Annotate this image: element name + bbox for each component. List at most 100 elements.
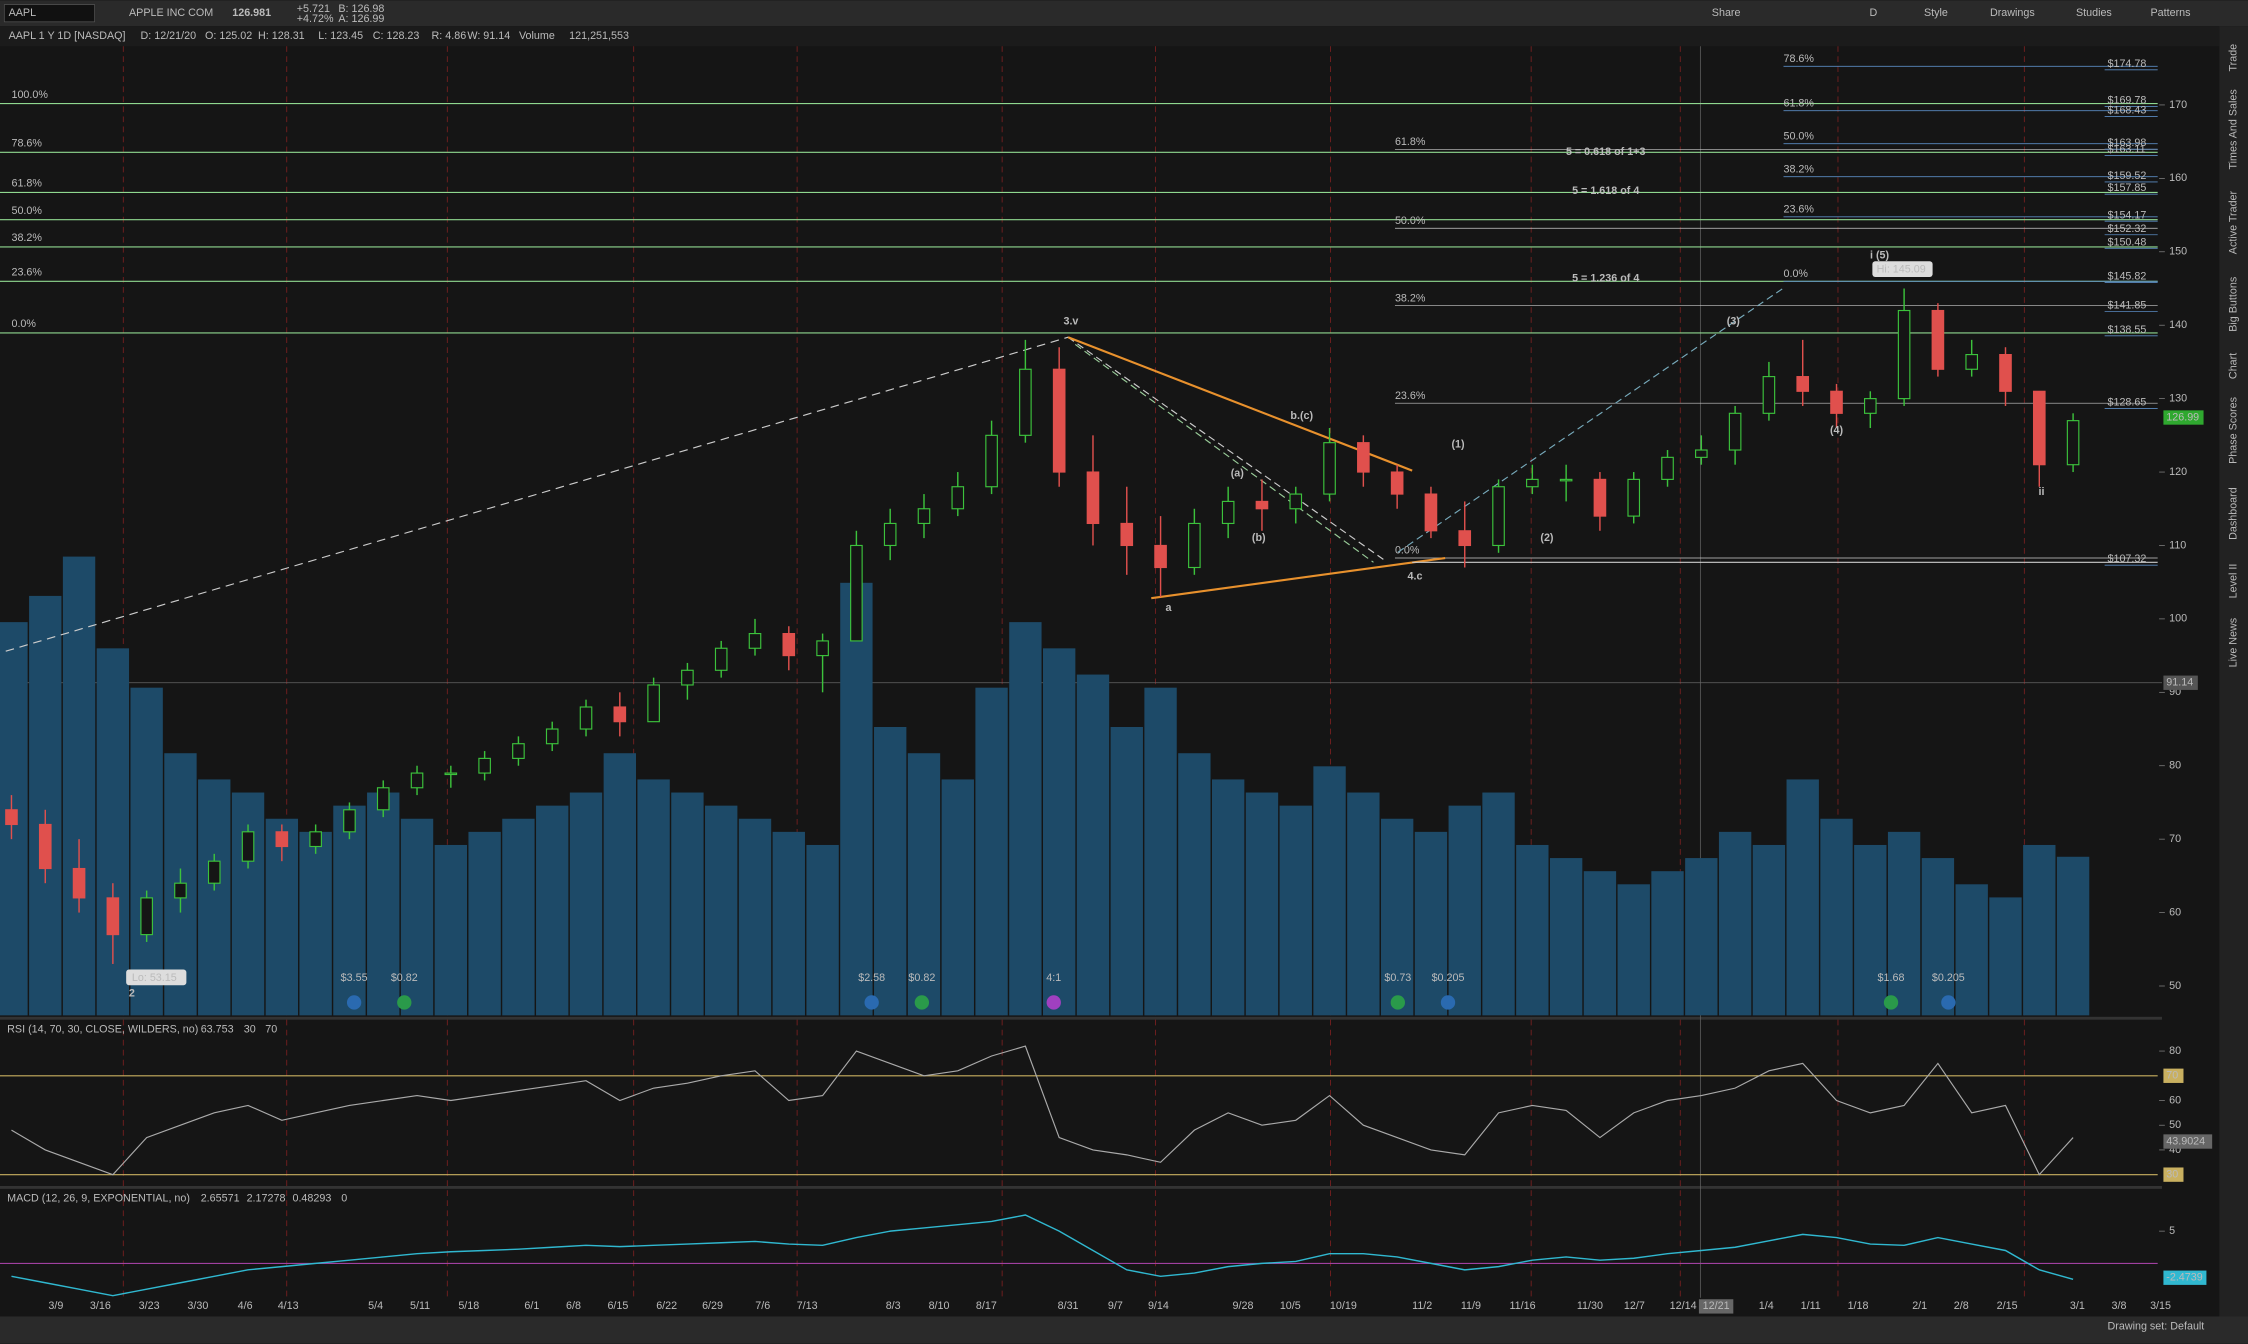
price-level-label: $107.32 [2108, 553, 2147, 565]
side-tab[interactable]: Level II [2228, 564, 2240, 599]
volume-bar [1989, 897, 2022, 1016]
price-level-label: $150.48 [2108, 236, 2147, 248]
trendline [1074, 343, 1374, 563]
event-icon[interactable] [346, 995, 362, 1010]
event-icon[interactable] [1046, 995, 1061, 1010]
side-tab[interactable]: Phase Scores [2228, 397, 2240, 464]
volume-bar [1279, 805, 1312, 1016]
x-tick-label: 10/5 [1280, 1300, 1301, 1312]
x-tick-label: 8/10 [929, 1300, 950, 1312]
fib-label: 78.6% [11, 138, 42, 150]
candle-body [850, 544, 863, 642]
y-tick-label: 150 [2169, 246, 2187, 258]
x-tick-label: 8/17 [976, 1300, 997, 1312]
event-icon[interactable] [1883, 995, 1899, 1010]
candle-body [782, 632, 796, 657]
divider [0, 1016, 2162, 1020]
volume-bar [1921, 858, 1955, 1016]
toolbar-button[interactable]: Patterns [2151, 7, 2191, 19]
side-tab[interactable]: Chart [2228, 353, 2240, 379]
macd-field: 2.65571 [201, 1193, 240, 1205]
fib-label: 61.8% [11, 178, 42, 190]
wave-label: (1) [1451, 439, 1465, 451]
fib-label: 38.2% [1783, 163, 1814, 175]
candle-body [2066, 420, 2080, 466]
x-tick-label: 11/2 [1412, 1300, 1432, 1312]
event-icon[interactable] [864, 995, 879, 1010]
volume-bar [1820, 818, 1853, 1016]
event-icon[interactable] [1440, 995, 1456, 1010]
fib-label: 23.6% [11, 267, 42, 279]
event-icon[interactable] [1941, 995, 1956, 1010]
x-tick-label: 2/8 [1954, 1300, 1969, 1312]
volume-bar [1549, 858, 1583, 1016]
candle-body [5, 809, 18, 826]
volume-bar [1651, 871, 1684, 1016]
y-tick-label: 50 [2169, 1119, 2181, 1131]
fib-label: 23.6% [1395, 390, 1426, 402]
candle-body [1458, 530, 1472, 547]
volume-bar [1516, 844, 1549, 1016]
candle-body [410, 772, 424, 789]
volume-bar [29, 595, 62, 1016]
fib-label: 50.0% [1395, 215, 1426, 227]
candle-body [1492, 486, 1505, 547]
x-tick-label: 6/22 [656, 1300, 677, 1312]
price-level-label: $174.78 [2108, 58, 2147, 70]
candle-body [1424, 493, 1438, 532]
band-tag [2163, 1068, 2184, 1083]
toolbar-button[interactable]: D [1870, 7, 1878, 19]
side-tab[interactable]: Trade [2228, 44, 2240, 72]
fib-label: 50.0% [1783, 130, 1814, 142]
symbol-box[interactable] [3, 4, 95, 23]
x-tick-label: 12/7 [1624, 1300, 1645, 1312]
event-icon[interactable] [914, 995, 930, 1010]
toolbar-button[interactable]: Style [1924, 7, 1948, 19]
x-tick-label: 11/16 [1510, 1300, 1536, 1312]
toolbar-button[interactable]: Share [1712, 7, 1741, 19]
x-tick-label: 7/6 [755, 1300, 770, 1312]
candle-body [1323, 442, 1336, 495]
trendline [5, 336, 1069, 652]
y-tick-label: 90 [2169, 686, 2181, 698]
price-level-label: $169.78 [2108, 95, 2147, 107]
fib-label: 0.0% [1783, 268, 1808, 280]
event-icon[interactable] [397, 995, 412, 1010]
candle-body [444, 772, 458, 776]
macd-field: 0.48293 [292, 1193, 331, 1205]
toolbar-button[interactable]: Drawings [1990, 7, 2035, 19]
volume-bar [1617, 884, 1650, 1016]
header-field: W: 91.14 [467, 30, 510, 42]
side-tab[interactable]: Big Buttons [2228, 277, 2240, 332]
volume-bar [400, 818, 434, 1016]
side-tab[interactable]: Active Trader [2228, 190, 2240, 254]
side-tab[interactable]: Dashboard [2228, 487, 2240, 540]
volume-bar [738, 818, 772, 1016]
side-tab[interactable]: Live News [2228, 618, 2240, 668]
side-tab[interactable]: Times And Sales [2228, 89, 2240, 169]
volume-bar [198, 779, 231, 1016]
wave-label: i (5) [1870, 249, 1890, 261]
x-tick-label: 6/15 [607, 1300, 628, 1312]
lo-box [126, 969, 187, 986]
toolbar-button[interactable]: Studies [2076, 7, 2112, 19]
volume-bar [1786, 779, 1819, 1016]
hi-label: Hi: 145.09 [1877, 264, 1926, 276]
y-tick-label: 110 [2169, 539, 2186, 551]
candle-body [985, 434, 998, 488]
candle-body [106, 897, 120, 936]
event-icon[interactable] [1390, 995, 1405, 1010]
candle-body [714, 647, 728, 671]
volume-bar [1076, 674, 1110, 1016]
price-level-label: $163.98 [2108, 137, 2147, 149]
candle-body [1188, 522, 1201, 569]
volume-bar [536, 805, 569, 1016]
x-tick-label: 6/1 [524, 1300, 539, 1312]
x-tick-label: 2/15 [1997, 1300, 2018, 1312]
macd-tag [2163, 1270, 2207, 1285]
header-field: D: 12/21/20 [141, 30, 197, 42]
y-tick-label: 130 [2169, 392, 2187, 404]
band-tag [2163, 1167, 2184, 1182]
y-tick-label: 80 [2169, 760, 2181, 772]
candle-body [512, 743, 525, 759]
